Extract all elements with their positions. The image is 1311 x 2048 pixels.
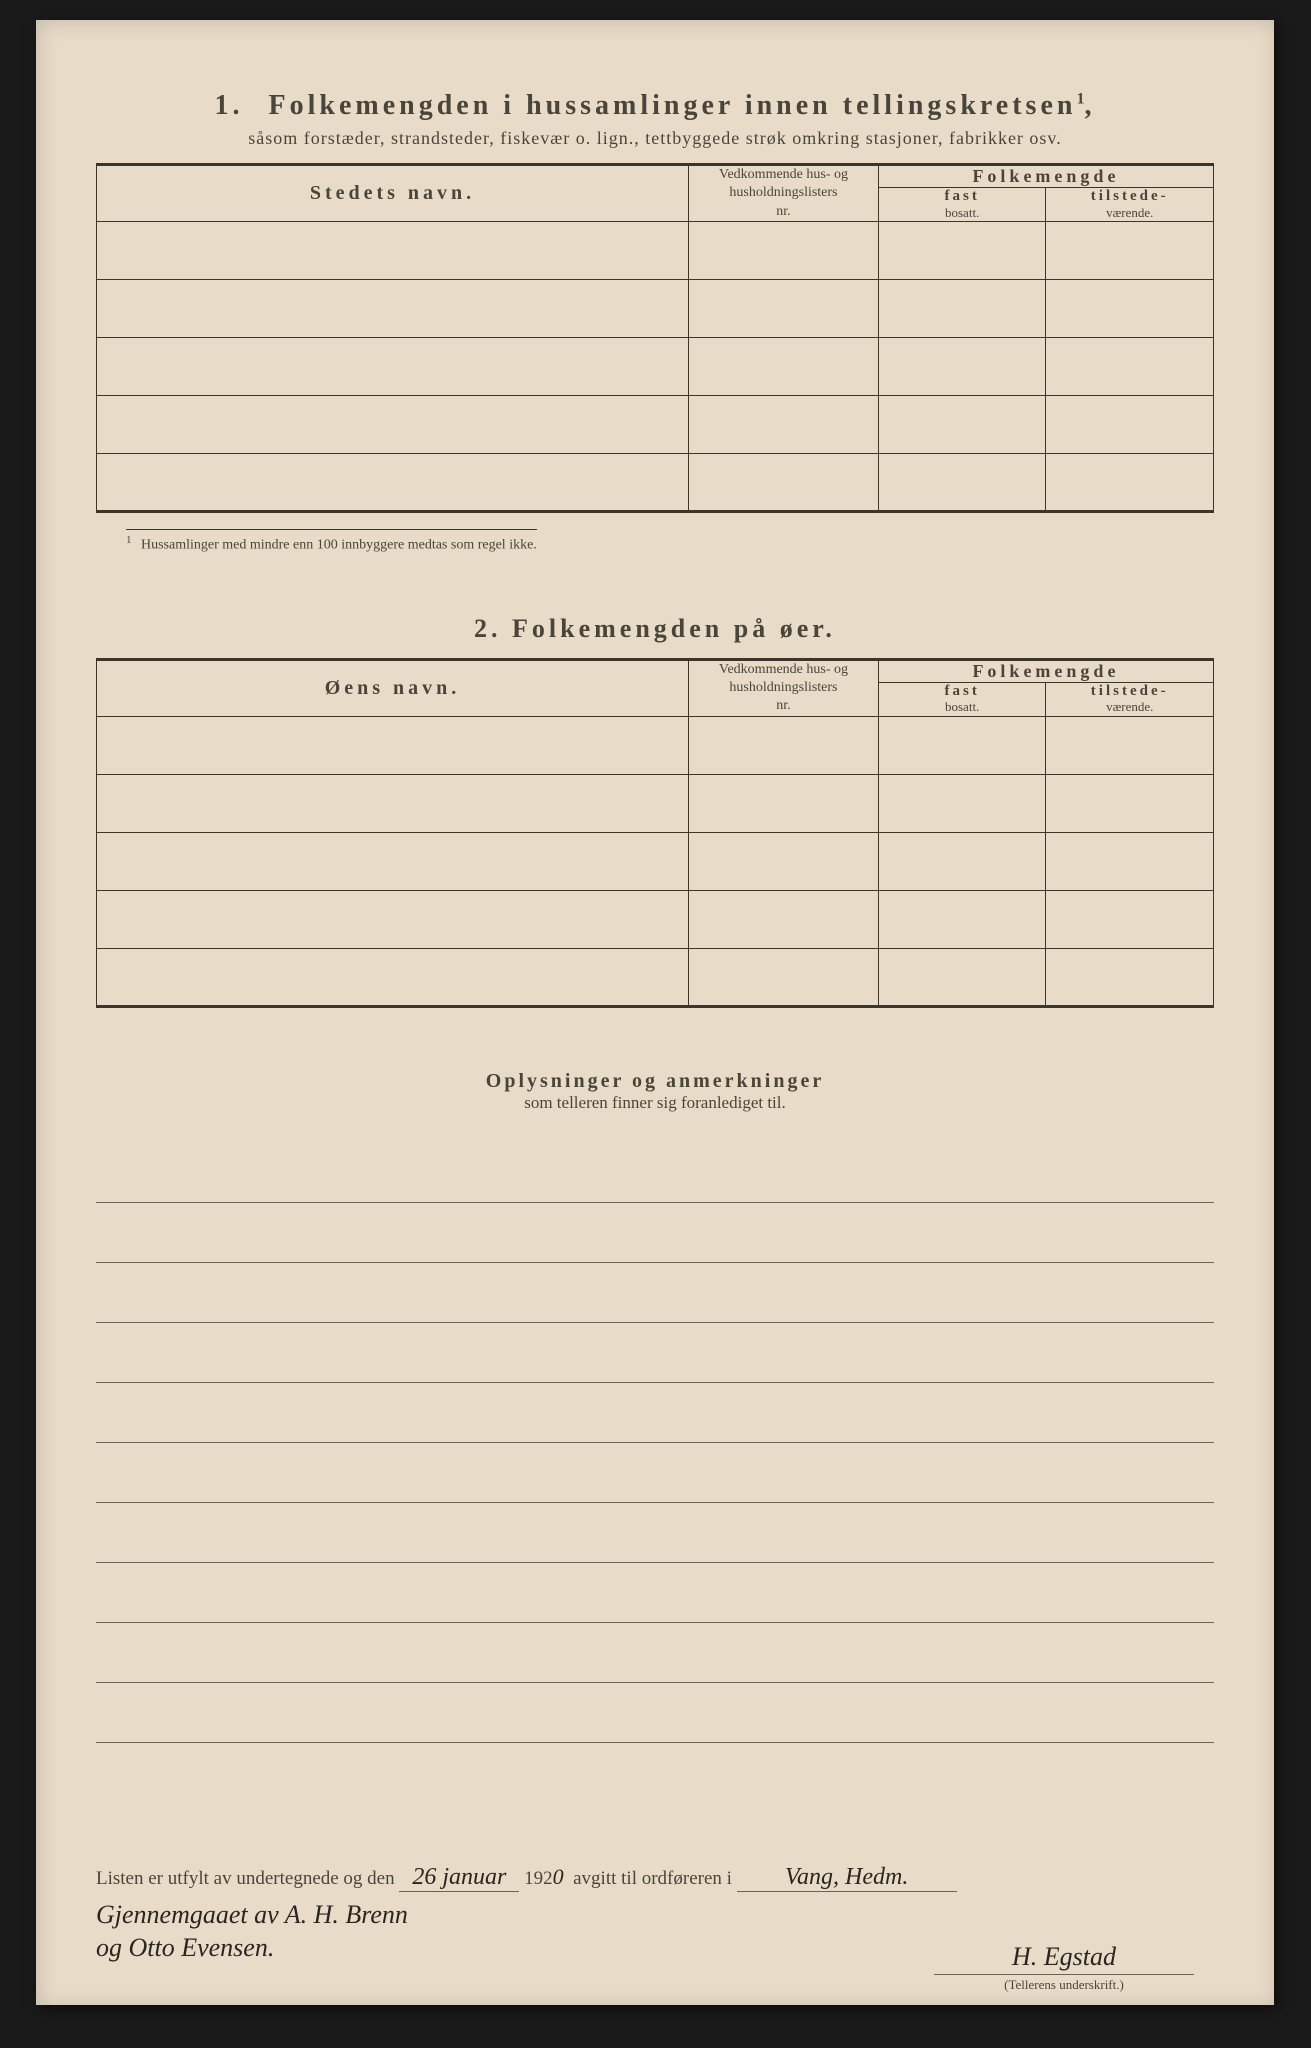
table-row — [97, 716, 1214, 774]
section3-title: Oplysninger og anmerkninger — [96, 1070, 1214, 1093]
table-row — [97, 396, 1214, 454]
section2-title-text: Folkemengden på øer. — [512, 614, 836, 643]
section2-number: 2. — [474, 614, 502, 643]
table-row — [97, 280, 1214, 338]
col-oens-navn: Øens navn. — [97, 659, 689, 716]
table-row — [97, 832, 1214, 890]
table-row — [97, 774, 1214, 832]
section1-table: Stedets navn. Vedkommende hus- og hushol… — [96, 163, 1214, 513]
col-folkemengde: Folkemengde — [878, 165, 1213, 188]
col-tilstede: tilstede- værende. — [1046, 188, 1214, 222]
census-form-page: 1. Folkemengden i hussamlinger innen tel… — [36, 20, 1274, 2005]
ruled-line — [96, 1143, 1214, 1203]
place-field: Vang, Hedm. — [737, 1864, 957, 1892]
ruled-line — [96, 1323, 1214, 1383]
col-fast-bosatt2: fast bosatt. — [878, 682, 1046, 716]
section1-rows — [97, 222, 1214, 512]
signature: H. Egstad — [934, 1940, 1194, 1974]
footer: Listen er utfylt av undertegnede og den … — [96, 1863, 1214, 1983]
section2-table: Øens navn. Vedkommende hus- og husholdni… — [96, 658, 1214, 1008]
section2-rows — [97, 716, 1214, 1006]
remarks-lines — [96, 1143, 1214, 1743]
ruled-line — [96, 1203, 1214, 1263]
table-row — [97, 948, 1214, 1006]
section3-subtitle: som telleren finner sig foranlediget til… — [96, 1093, 1214, 1113]
table-row — [97, 890, 1214, 948]
table-row — [97, 338, 1214, 396]
ruled-line — [96, 1683, 1214, 1743]
table-row — [97, 454, 1214, 512]
ruled-line — [96, 1503, 1214, 1563]
col-fast-bosatt: fast bosatt. — [878, 188, 1046, 222]
ruled-line — [96, 1443, 1214, 1503]
section1-title: 1. Folkemengden i hussamlinger innen tel… — [96, 90, 1214, 122]
signature-caption: (Tellerens underskrift.) — [934, 1974, 1194, 1993]
col-stedets-navn: Stedets navn. — [97, 165, 689, 222]
ruled-line — [96, 1383, 1214, 1443]
section1-footnote: 1 Hussamlinger med mindre enn 100 innbyg… — [126, 529, 537, 554]
section1-sup: 1 — [1076, 91, 1084, 108]
footer-line1: Listen er utfylt av undertegnede og den … — [96, 1863, 1214, 1892]
signature-block: H. Egstad (Tellerens underskrift.) — [934, 1940, 1194, 1993]
col-tilstede2: tilstede- værende. — [1046, 682, 1214, 716]
col-lister: Vedkommende hus- og husholdningslisters … — [689, 165, 879, 222]
col-folkemengde2: Folkemengde — [878, 659, 1213, 682]
col-lister2: Vedkommende hus- og husholdningslisters … — [689, 659, 879, 716]
handwritten-note-1: Gjennemgaaet av A. H. Brenn — [96, 1898, 1214, 1932]
section2-title: 2. Folkemengden på øer. — [96, 614, 1214, 644]
ruled-line — [96, 1563, 1214, 1623]
ruled-line — [96, 1263, 1214, 1323]
section1-number: 1. — [215, 90, 244, 121]
table-row — [97, 222, 1214, 280]
section1-title-text: Folkemengden i hussamlinger innen tellin… — [269, 90, 1077, 121]
date-field: 26 januar — [399, 1864, 519, 1892]
ruled-line — [96, 1623, 1214, 1683]
section1-subtitle: såsom forstæder, strandsteder, fiskevær … — [96, 128, 1214, 149]
